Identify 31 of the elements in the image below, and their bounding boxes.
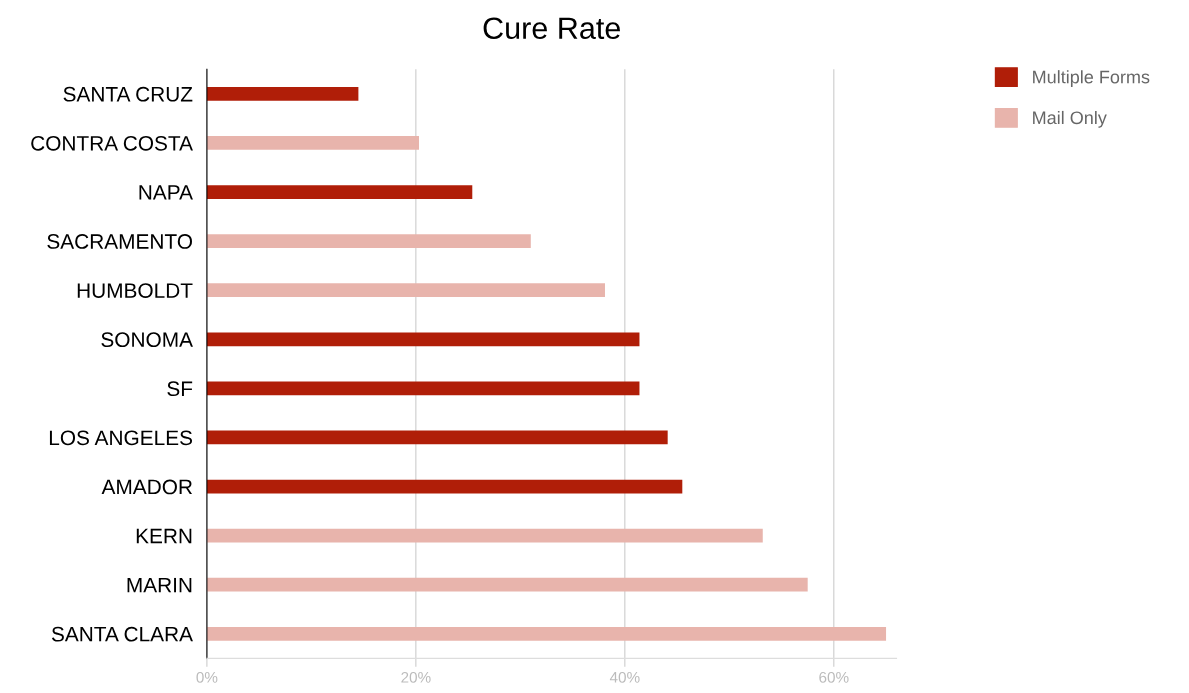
x-tick-label: 40% xyxy=(609,671,640,683)
chart-title: Cure Rate xyxy=(483,17,620,40)
bar xyxy=(206,86,359,101)
y-tick-label: MARIN xyxy=(127,577,192,593)
bar xyxy=(206,528,763,543)
y-tick-label: SF xyxy=(167,381,193,397)
y-tick-label: CONTRA COSTA xyxy=(31,135,193,151)
y-tick-label: SANTA CRUZ xyxy=(63,86,193,102)
x-tick-label: 20% xyxy=(401,671,431,683)
bar xyxy=(206,332,640,347)
y-tick-label: NAPA xyxy=(139,185,193,200)
bar xyxy=(206,234,531,248)
y-tick-label: SANTA CLARA xyxy=(51,626,193,642)
x-tick-label: 0% xyxy=(196,671,218,683)
x-tick-label: 60% xyxy=(819,671,849,683)
legend-label: Multiple Forms xyxy=(1033,70,1150,87)
y-tick-label: SACRAMENTO xyxy=(47,234,192,249)
bar xyxy=(206,136,419,150)
bar xyxy=(206,381,640,396)
bar xyxy=(206,185,473,199)
bar xyxy=(206,430,668,445)
y-tick-label: SONOMA xyxy=(101,332,193,348)
y-tick-label: KERN xyxy=(136,528,192,544)
bar xyxy=(206,479,683,494)
bar xyxy=(206,626,887,641)
bar xyxy=(206,283,605,298)
y-tick-label: AMADOR xyxy=(101,479,193,495)
bar xyxy=(206,577,808,592)
legend-label: Mail Only xyxy=(1033,110,1107,128)
y-tick-label: HUMBOLDT xyxy=(77,283,193,298)
y-tick-label: LOS ANGELES xyxy=(49,430,193,446)
